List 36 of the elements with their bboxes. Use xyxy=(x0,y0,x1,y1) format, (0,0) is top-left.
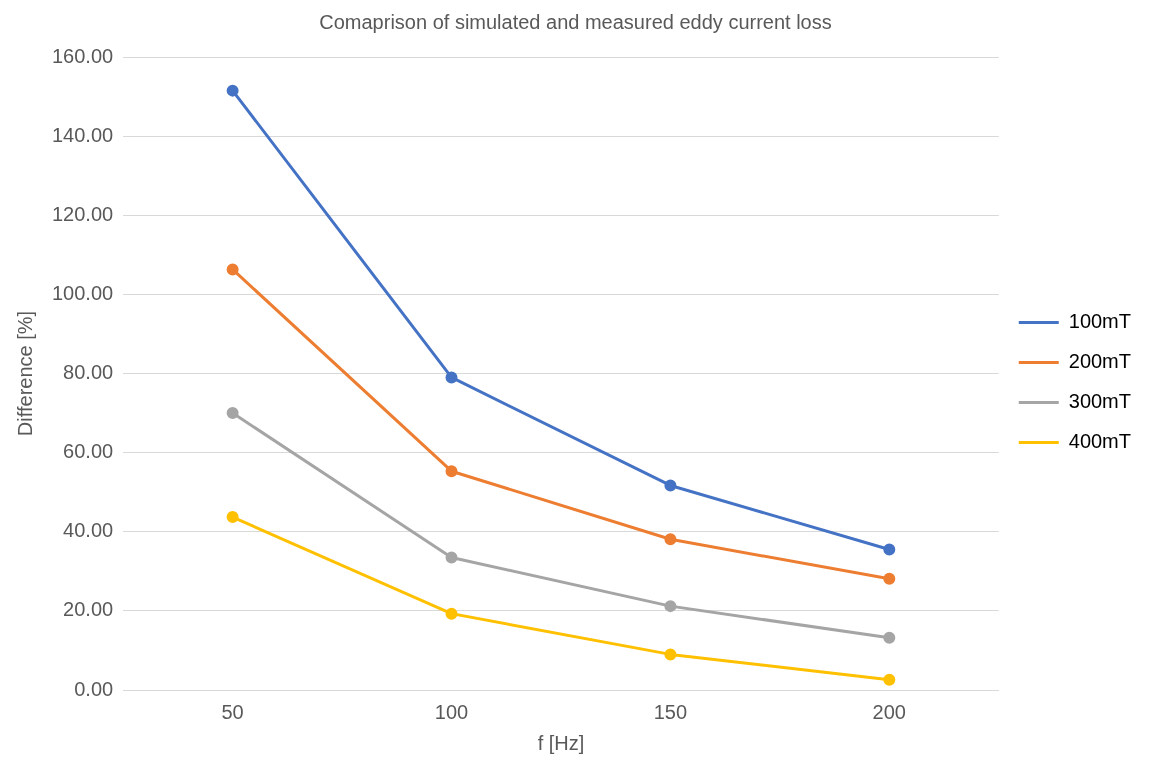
y-tick-label: 120.00 xyxy=(52,202,114,225)
y-axis-title: Difference [%] xyxy=(13,310,36,437)
point xyxy=(664,533,677,546)
y-tick-label: 140.00 xyxy=(52,123,114,146)
point xyxy=(664,648,677,661)
point xyxy=(883,572,896,585)
point xyxy=(445,551,458,564)
y-tick-label: 60.00 xyxy=(63,440,114,463)
x-tick-label: 200 xyxy=(872,700,906,723)
point xyxy=(445,607,458,620)
point xyxy=(226,407,239,420)
y-tick-label: 80.00 xyxy=(63,361,114,384)
point xyxy=(445,465,458,478)
legend-label: 400mT xyxy=(1068,430,1131,453)
x-axis-title: f [Hz] xyxy=(537,731,585,754)
legend-label: 200mT xyxy=(1068,350,1131,373)
y-tick-label: 0.00 xyxy=(74,677,114,700)
x-tick-label: 100 xyxy=(434,700,469,723)
x-tick-label: 150 xyxy=(653,700,688,723)
point xyxy=(664,479,677,492)
legend-label: 100mT xyxy=(1068,310,1131,333)
x-tick-label: 50 xyxy=(221,700,244,723)
y-tick-label: 40.00 xyxy=(63,519,114,542)
y-tick-label: 100.00 xyxy=(52,281,114,304)
point xyxy=(226,511,239,524)
point xyxy=(226,263,239,276)
legend-label: 300mT xyxy=(1068,390,1131,413)
point xyxy=(445,371,458,384)
point xyxy=(883,673,896,686)
y-tick-label: 160.00 xyxy=(52,44,114,67)
point xyxy=(664,600,677,613)
point xyxy=(883,631,896,644)
point xyxy=(883,543,896,556)
point xyxy=(226,84,239,97)
y-tick-label: 20.00 xyxy=(63,598,114,621)
chart-title: Comaprison of simulated and measured eddy current loss xyxy=(319,10,832,33)
